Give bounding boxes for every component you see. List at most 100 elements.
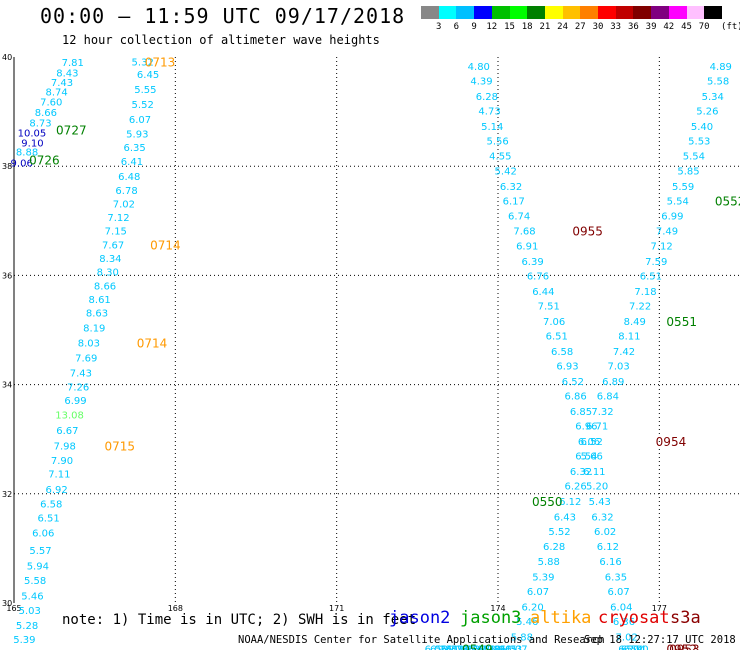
data-point-label: 7.98 — [54, 441, 76, 452]
data-point-label: 5.80 — [435, 644, 457, 650]
data-point-label: 5.93 — [126, 130, 148, 141]
data-point-label: 6.16 — [599, 557, 621, 568]
data-point-label: 7.69 — [75, 353, 97, 364]
colorbar-swatch — [704, 6, 723, 19]
colorbar-swatch — [651, 6, 670, 19]
data-point-label: 6.39 — [521, 257, 543, 268]
colorbar-swatch — [456, 6, 475, 19]
data-point-label: 5.58 — [707, 77, 729, 88]
colorbar-label: 70 — [698, 22, 710, 32]
data-point-label: 6.90 — [489, 644, 511, 650]
data-point-label: 5.28 — [16, 621, 38, 632]
colorbar-label: 39 — [645, 22, 657, 32]
data-point-label: 5.03 — [19, 606, 41, 617]
data-point-label: 6.45 — [137, 70, 159, 81]
data-point-label: 6.71 — [586, 422, 608, 433]
satellite-jason3: jason3 — [460, 608, 522, 628]
data-point-label: 5.26 — [696, 107, 718, 118]
data-point-label: 6.81 — [484, 644, 506, 650]
data-point-label: 5.46 — [21, 591, 43, 602]
pass-time-label: 0551 — [666, 315, 697, 329]
data-point-label: 6.12 — [559, 497, 581, 508]
data-point-label: 7.32 — [591, 407, 613, 418]
data-point-label: 7.06 — [543, 317, 565, 328]
data-point-label: 8.34 — [99, 254, 121, 265]
colorbar-swatch — [686, 6, 705, 19]
data-point-label: 6.91 — [516, 241, 538, 252]
data-point-label: 4.80 — [468, 62, 490, 73]
data-point-label: 6.78 — [115, 186, 137, 197]
data-point-label: 8.66 — [94, 281, 116, 292]
data-point-label: 6.37 — [441, 644, 463, 650]
data-point-label: 6.06 — [32, 529, 54, 540]
data-point-label: 6.36 — [613, 617, 635, 628]
colorbar-label: 30 — [592, 22, 604, 32]
data-point-label: 10.05 — [18, 128, 47, 139]
y-tick-label: 40 — [2, 53, 12, 62]
colorbar-label: 15 — [504, 22, 515, 32]
data-point-label: 6.51 — [640, 271, 662, 282]
data-point-label: 6.06 — [578, 437, 600, 448]
data-point-label: 5.54 — [667, 197, 689, 208]
x-tick-label: 171 — [329, 604, 344, 613]
pass-time-label: 0955 — [572, 225, 603, 239]
colorbar-swatch — [544, 6, 564, 19]
colorbar-swatch — [615, 6, 634, 19]
note-text: note: 1) Time is in UTC; 2) SWH is in fe… — [62, 612, 417, 628]
data-point-label: 8.49 — [624, 317, 646, 328]
data-point-label: 6.32 — [570, 467, 592, 478]
data-point-label: 5.66 — [581, 452, 603, 463]
pass-time-label: 0549 — [462, 642, 493, 650]
timestamp: Sep 18 12:27:17 UTC 2018 — [584, 634, 736, 646]
data-point-label: 5.43 — [589, 497, 611, 508]
data-point-label: 7.43 — [70, 369, 92, 380]
data-point-label: 6.92 — [46, 485, 68, 496]
data-point-label: 5.53 — [688, 137, 710, 148]
data-point-label: 4.73 — [478, 107, 500, 118]
data-point-label: 8.73 — [29, 119, 51, 130]
data-point-label: 6.51 — [546, 332, 568, 343]
chart-subtitle: 12 hour collection of altimeter wave hei… — [62, 33, 380, 47]
data-point-label: 6.07 — [129, 115, 151, 126]
data-point-label: 5.94 — [27, 561, 49, 572]
data-point-label: 6.89 — [602, 377, 624, 388]
colorbar-unit: (ft) — [721, 22, 740, 32]
data-point-label: 6.51 — [473, 644, 495, 650]
colorbar-label: 33 — [610, 22, 622, 32]
pass-time-label: 0727 — [56, 124, 87, 138]
pass-time-label: 0954 — [656, 435, 687, 449]
data-point-label: 5.39 — [532, 572, 554, 583]
data-point-label: 7.11 — [48, 470, 70, 481]
data-point-label: 5.39 — [13, 635, 35, 646]
colorbar-swatch — [527, 6, 546, 19]
data-point-label: 5.46 — [516, 617, 538, 628]
colorbar-label: 27 — [574, 22, 586, 32]
data-point-label: 8.61 — [89, 295, 111, 306]
data-point-label: 5.32 — [132, 57, 154, 68]
pass-time-label: 0952 — [666, 642, 697, 650]
y-tick-label: 38 — [2, 162, 12, 171]
colorbar-swatch — [562, 6, 581, 19]
data-point-label: 8.43 — [56, 68, 78, 79]
colorbar-swatch — [438, 6, 457, 19]
data-point-label: 5.40 — [691, 122, 713, 133]
data-point-label: 7.26 — [67, 382, 89, 393]
data-point-label: 6.84 — [597, 392, 619, 403]
data-point-label: 7.59 — [645, 257, 667, 268]
data-point-label: 6.52 — [562, 377, 584, 388]
data-point-label: 7.68 — [513, 227, 535, 238]
data-point-label: 6.41 — [121, 157, 143, 168]
data-point-label: 5.88 — [538, 557, 560, 568]
data-point-label: 7.90 — [51, 456, 73, 467]
colorbar-swatch — [633, 6, 652, 19]
data-point-label: 5.34 — [702, 92, 724, 103]
satellite-jason2: jason2 — [389, 608, 451, 628]
data-point-label: 4.89 — [710, 62, 732, 73]
colorbar-label: 18 — [521, 22, 533, 32]
data-point-label: 6.32 — [500, 182, 522, 193]
data-point-label: 6.24 — [430, 644, 452, 650]
data-point-label: 9.10 — [21, 138, 43, 149]
data-point-label: 5.55 — [134, 85, 156, 96]
data-point-label: 5.88 — [511, 632, 533, 643]
data-point-label: 7.03 — [607, 362, 629, 373]
